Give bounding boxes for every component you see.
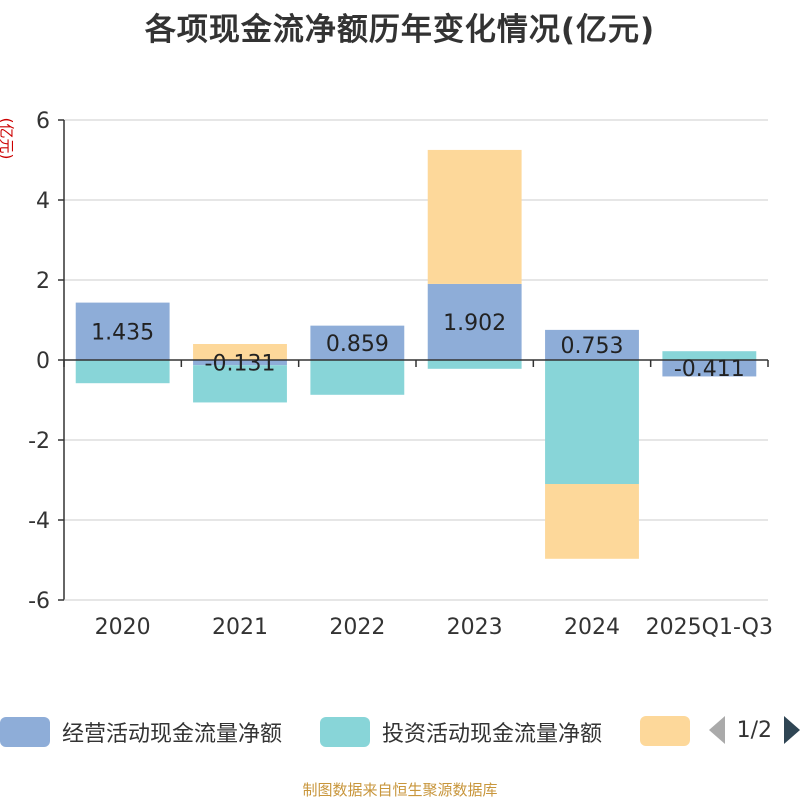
data-label-2022: 0.859 xyxy=(326,332,389,357)
data-label-2025Q1-Q3: -0.411 xyxy=(674,357,745,382)
bar-2021-series-0 xyxy=(193,360,287,366)
legend-label-investing: 投资活动现金流量净额 xyxy=(382,722,603,747)
data-source-note: 制图数据来自恒生聚源数据库 xyxy=(302,781,498,799)
x-tick-label-2022: 2022 xyxy=(329,615,385,640)
bar-2025Q1-Q3-series-0 xyxy=(662,360,757,377)
legend-label-operating: 经营活动现金流量净额 xyxy=(62,722,283,747)
legend-next-page-icon[interactable] xyxy=(784,716,800,744)
bar-2021-series-1 xyxy=(193,365,287,403)
legend-swatch-operating xyxy=(0,717,50,747)
legend-swatch-financing xyxy=(640,716,690,746)
bar-2024-series-0 xyxy=(545,329,639,360)
bar-chart: 6 4 2 0 -2 -4 -6 1.435 -0.131 0.859 1.902 0.753 -0.4… xyxy=(28,109,773,640)
y-tick-label: 4 xyxy=(36,189,50,214)
legend-pager: 1/2 xyxy=(708,716,800,744)
legend-prev-page-icon[interactable] xyxy=(708,716,725,744)
legend-swatch-investing xyxy=(320,717,370,747)
y-tick-label: -6 xyxy=(28,589,50,614)
bar-2023-series-1 xyxy=(427,360,522,369)
bar-2022-series-1 xyxy=(310,360,405,395)
bar-2020-series-0 xyxy=(75,302,170,360)
data-label-2020: 1.435 xyxy=(91,320,154,345)
bar-2023-series-0 xyxy=(427,283,522,360)
chart-title: 各项现金流净额历年变化情况(亿元) xyxy=(144,12,656,48)
legend-item-financing[interactable] xyxy=(640,716,702,746)
bar-2021-series-2 xyxy=(193,344,287,360)
x-tick-label-2023: 2023 xyxy=(447,615,503,640)
y-tick-label: 6 xyxy=(36,109,50,134)
bar-2024-series-2 xyxy=(545,484,639,559)
x-tick-label-2025Q1-Q3: 2025Q1-Q3 xyxy=(646,615,773,640)
y-tick-label: 2 xyxy=(36,269,50,294)
legend-item-investing[interactable]: 投资活动现金流量净额 xyxy=(320,716,602,748)
bar-2023-series-2 xyxy=(427,149,522,284)
legend-item-operating[interactable]: 经营活动现金流量净额 xyxy=(0,716,282,748)
data-label-2021: -0.131 xyxy=(205,352,276,377)
bar-2024-series-1 xyxy=(545,360,639,484)
y-tick-label: 0 xyxy=(36,349,50,374)
data-label-2023: 1.902 xyxy=(443,311,506,336)
bar-2025Q1-Q3-series-1 xyxy=(662,351,757,360)
y-tick-label: -4 xyxy=(28,509,50,534)
legend: 经营活动现金流量净额 投资活动现金流量净额 1/2 xyxy=(0,716,800,752)
bar-2020-series-1 xyxy=(75,360,170,384)
legend-page-indicator: 1/2 xyxy=(736,717,772,743)
x-tick-label-2020: 2020 xyxy=(95,615,151,640)
bar-2022-series-0 xyxy=(310,325,405,360)
x-tick-label-2024: 2024 xyxy=(564,615,620,640)
data-label-2024: 0.753 xyxy=(561,334,624,359)
y-tick-label: -2 xyxy=(28,429,50,454)
x-tick-label-2021: 2021 xyxy=(212,615,268,640)
